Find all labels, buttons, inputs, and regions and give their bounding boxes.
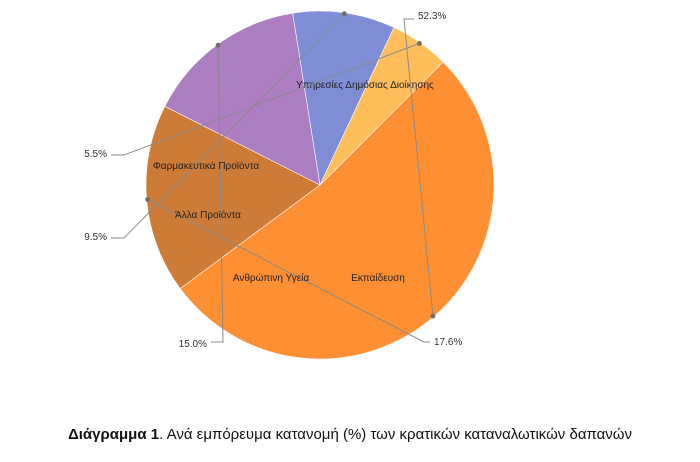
leader-dot-4 [341, 11, 347, 17]
leader-dot-1 [430, 313, 436, 319]
percent-label-2: 17.6% [434, 337, 462, 348]
slice-label-2: Εκπαίδευση [351, 272, 405, 284]
leader-line-5 [111, 42, 420, 156]
slice-label-1: Υπηρεσίες Δημόσιας Διοίκησης [296, 79, 434, 91]
leader-line-3 [211, 45, 224, 343]
pie-chart: Υπηρεσίες Δημόσιας Διοίκησης 52.3% Εκπαίδε… [84, 10, 495, 360]
leader-dot-3 [215, 42, 221, 48]
figure-caption: Διάγραμμα 1. Ανά εμπόρευμα κατανομή (%) … [0, 426, 700, 443]
leader-line-4 [111, 13, 345, 239]
leader-line-2 [147, 199, 430, 343]
leader-line-1 [403, 18, 434, 317]
percent-label-1: 52.3% [418, 11, 446, 22]
percent-label-5: 5.5% [84, 149, 107, 160]
leader-dot-2 [145, 197, 151, 202]
percent-label-4: 9.5% [84, 232, 107, 243]
caption-text: . Ανά εμπόρευμα κατανομή (%) των κρατικώ… [159, 426, 633, 443]
slice-label-5: Φαρμακευτικά Προϊόντα [153, 160, 260, 172]
percent-label-3: 15.0% [179, 339, 207, 350]
leader-dot-5 [417, 41, 422, 46]
slice-label-3: Ανθρώπινη Υγεία [233, 272, 310, 284]
slice-label-4: Άλλα Προϊόντα [175, 209, 241, 221]
caption-prefix: Διάγραμμα 1 [67, 426, 160, 443]
